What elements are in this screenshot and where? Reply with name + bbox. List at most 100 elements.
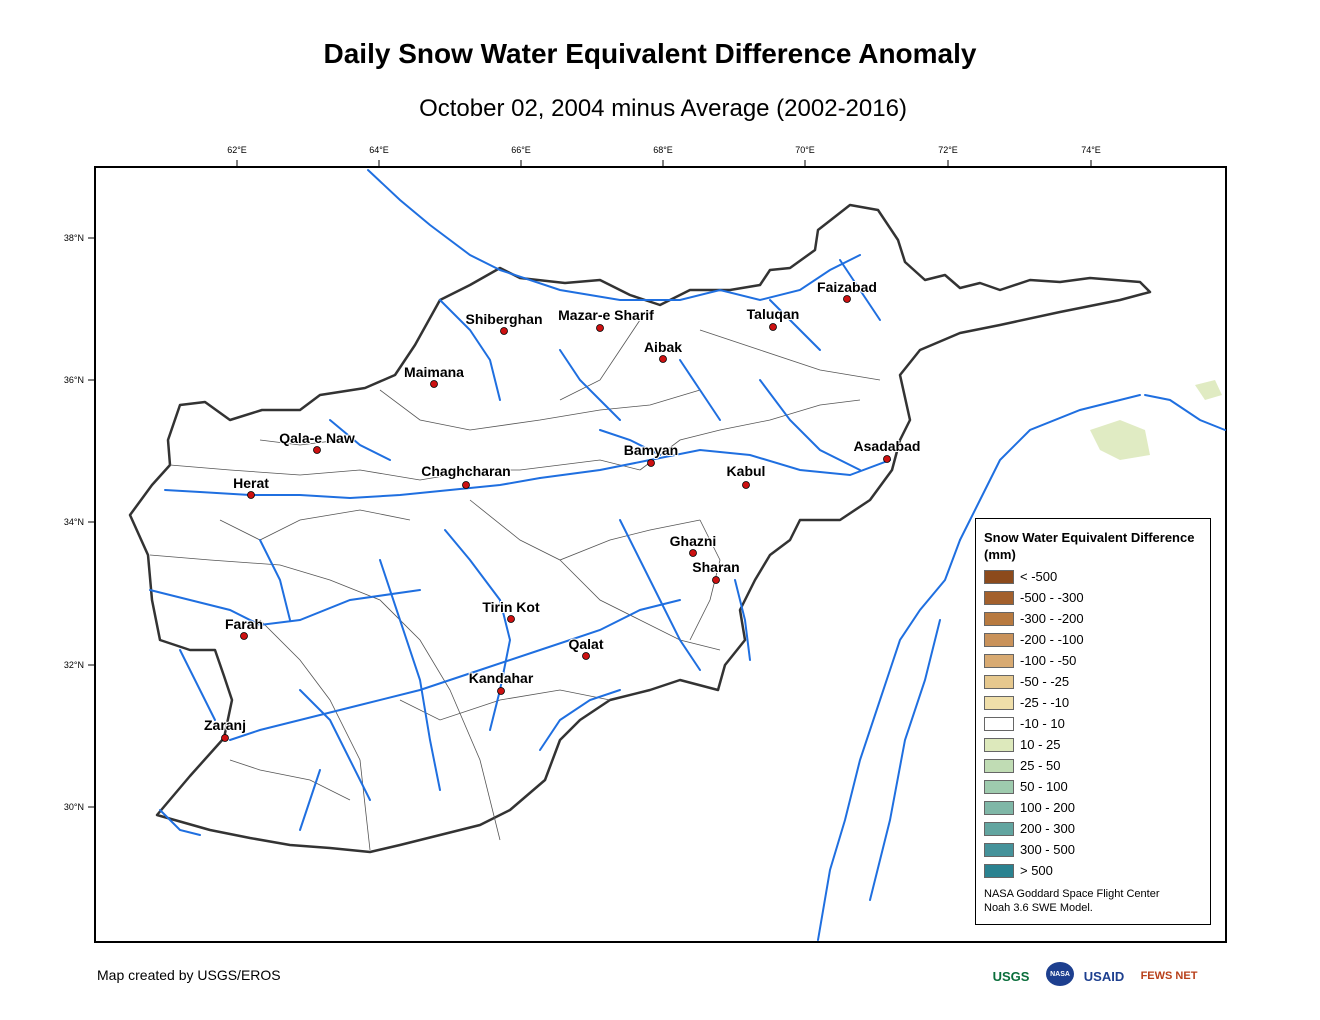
city-herat: Herat (232, 474, 270, 499)
map-subtitle: October 02, 2004 minus Average (2002-201… (419, 95, 907, 122)
legend-label: -200 - -100 (1020, 632, 1084, 647)
city-label: Farah (225, 616, 263, 632)
city-ghazni: Ghazni (669, 532, 717, 557)
city-marker (596, 324, 604, 332)
legend-label: 100 - 200 (1020, 800, 1075, 815)
city-asadabad: Asadabad (853, 437, 921, 463)
city-faizabad: Faizabad (816, 278, 878, 303)
city-kabul: Kabul (726, 462, 766, 489)
city-label: Maimana (404, 364, 464, 380)
city-label: Qala-e Naw (279, 430, 355, 446)
legend-label: 300 - 500 (1020, 842, 1075, 857)
legend-swatch (984, 801, 1014, 815)
legend-swatch (984, 717, 1014, 731)
city-chaghcharan: Chaghcharan (420, 462, 512, 489)
legend-swatch (984, 654, 1014, 668)
city-zaranj: Zaranj (203, 716, 247, 742)
city-label: Sharan (692, 559, 739, 575)
lon-tick-label: 70°E (795, 145, 815, 155)
city-label: Chaghcharan (421, 463, 510, 479)
lon-tick-label: 62°E (227, 145, 247, 155)
snow-anomaly-patch (1090, 380, 1222, 460)
legend-swatch (984, 738, 1014, 752)
city-kandahar: Kandahar (468, 669, 535, 695)
legend-swatch (984, 843, 1014, 857)
city-qalat: Qalat (567, 635, 605, 660)
lon-tick-label: 74°E (1081, 145, 1101, 155)
fews-net-logo: FEWS NET (1140, 970, 1198, 982)
city-label: Kabul (727, 463, 766, 479)
city-label: Asadabad (854, 438, 921, 454)
lat-axis: 38°N 36°N 34°N 32°N 30°N (64, 233, 95, 812)
footer-credit: Map created by USGS/EROS (97, 967, 281, 983)
city-label: Tirin Kot (482, 599, 540, 615)
city-label: Kandahar (469, 670, 534, 686)
legend-label: -500 - -300 (1020, 590, 1084, 605)
city-label: Ghazni (670, 533, 717, 549)
lon-axis: 62°E 64°E 66°E 68°E 70°E 72°E 74°E (227, 145, 1101, 167)
city-bamyan: Bamyan (623, 441, 679, 467)
city-marker (240, 632, 248, 640)
legend-label: 25 - 50 (1020, 758, 1061, 773)
lat-tick-label: 32°N (64, 660, 84, 670)
logo-strip: USGS NASA USAID FEWS NET (980, 962, 1228, 992)
city-marker (430, 380, 438, 388)
city-qala-e-naw: Qala-e Naw (278, 429, 356, 454)
nasa-logo: NASA (1046, 962, 1074, 986)
city-marker (659, 355, 667, 363)
city-label: Shiberghan (465, 311, 542, 327)
legend-swatch (984, 864, 1014, 878)
lat-tick-label: 38°N (64, 233, 84, 243)
lon-tick-label: 66°E (511, 145, 531, 155)
city-shiberghan: Shiberghan (464, 310, 544, 335)
legend-credit: NASA Goddard Space Flight Center Noah 3.… (984, 887, 1208, 915)
city-marker (247, 491, 255, 499)
usgs-logo: USGS (992, 968, 1030, 984)
city-farah: Farah (224, 615, 264, 640)
legend-title: Snow Water Equivalent Difference (mm) (984, 530, 1195, 562)
city-marker (497, 687, 505, 695)
city-markers: Faizabad Taluqan Shiberghan Mazar-e Shar… (203, 278, 921, 742)
legend-label: 50 - 100 (1020, 779, 1068, 794)
city-marker (313, 446, 321, 454)
lat-tick-label: 34°N (64, 517, 84, 527)
city-label: Aibak (644, 339, 682, 355)
lat-tick-label: 36°N (64, 375, 84, 385)
city-marker (582, 652, 590, 660)
city-label: Herat (233, 475, 269, 491)
legend-swatch (984, 822, 1014, 836)
legend-label: -300 - -200 (1020, 611, 1084, 626)
legend-swatch (984, 570, 1014, 584)
rivers (149, 169, 1226, 941)
city-label: Faizabad (817, 279, 877, 295)
city-tirin-kot: Tirin Kot (481, 598, 541, 623)
legend-label: 200 - 300 (1020, 821, 1075, 836)
legend: Snow Water Equivalent Difference (mm) < … (975, 518, 1211, 925)
lat-tick-label: 30°N (64, 802, 84, 812)
city-marker (507, 615, 515, 623)
city-label: Bamyan (624, 442, 678, 458)
city-marker (500, 327, 508, 335)
lon-tick-label: 72°E (938, 145, 958, 155)
lon-tick-label: 64°E (369, 145, 389, 155)
city-marker (689, 549, 697, 557)
legend-label: -10 - 10 (1020, 716, 1065, 731)
legend-swatch (984, 633, 1014, 647)
map-title: Daily Snow Water Equivalent Difference A… (323, 38, 977, 69)
legend-label: 10 - 25 (1020, 737, 1061, 752)
legend-label: < -500 (1020, 569, 1058, 584)
city-marker (843, 295, 851, 303)
city-marker (221, 734, 229, 742)
city-marker (883, 455, 891, 463)
legend-swatch (984, 675, 1014, 689)
city-label: Taluqan (747, 306, 800, 322)
city-maimana: Maimana (403, 363, 465, 388)
lon-tick-label: 68°E (653, 145, 673, 155)
city-marker (742, 481, 750, 489)
legend-credit-line: Noah 3.6 SWE Model. (984, 902, 1093, 914)
city-label: Zaranj (204, 717, 246, 733)
city-label: Qalat (568, 636, 603, 652)
legend-swatch (984, 612, 1014, 626)
city-marker (769, 323, 777, 331)
city-mazar-e-sharif: Mazar-e Sharif (557, 306, 655, 332)
